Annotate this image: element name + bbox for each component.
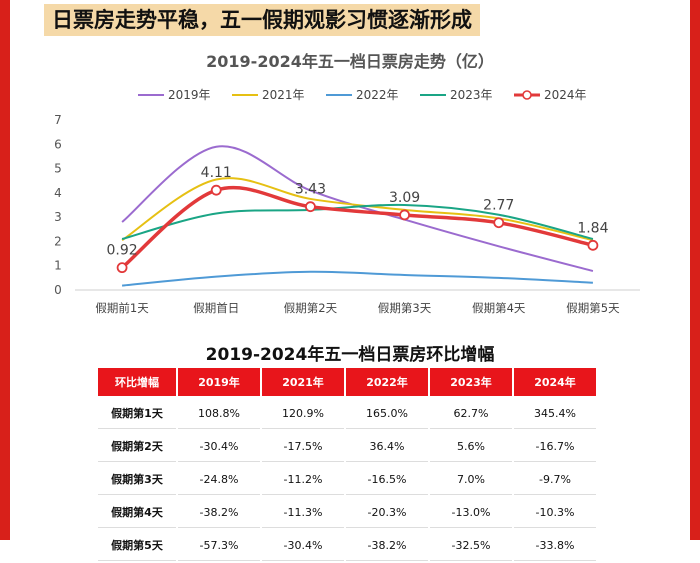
table-cell: -32.5% (430, 530, 512, 561)
table-cell: 108.8% (178, 398, 260, 429)
x-tick-label: 假期首日 (193, 301, 239, 315)
headline: 日票房走势平稳，五一假期观影习惯逐渐形成 (44, 4, 480, 36)
y-tick-label: 4 (54, 186, 62, 200)
series-lines (120, 145, 594, 287)
legend-marker (522, 90, 532, 100)
x-tick-label: 假期第5天 (566, 301, 620, 315)
data-label: 2.77 (483, 198, 514, 214)
row-label: 假期第5天 (98, 530, 176, 561)
y-tick-label: 5 (54, 162, 62, 176)
series-line-2019年 (121, 145, 594, 273)
chart-title: 2019-2024年五一档日票房走势（亿） (206, 52, 494, 71)
series-line-2022年 (121, 270, 593, 287)
table-cell: -16.5% (346, 464, 428, 495)
table-cell: 120.9% (262, 398, 344, 429)
table-cell: -20.3% (346, 497, 428, 528)
table-cell: 345.4% (514, 398, 596, 429)
table-title: 2019-2024年五一档日票房环比增幅 (205, 345, 495, 365)
y-tick-label: 0 (54, 283, 62, 297)
data-point (587, 239, 599, 251)
legend-label: 2022年 (356, 88, 399, 102)
y-tick-label: 7 (54, 113, 62, 127)
header-cell: 2021年 (262, 368, 344, 396)
table-cell: -33.8% (514, 530, 596, 561)
row-label: 假期第1天 (98, 398, 176, 429)
data-point (210, 184, 222, 196)
data-point (399, 209, 410, 221)
table-cell: -9.7% (514, 464, 596, 495)
table-cell: 36.4% (346, 431, 428, 462)
table-cell: -38.2% (178, 497, 260, 528)
y-tick-label: 6 (54, 137, 62, 151)
y-tick-label: 2 (54, 234, 62, 248)
data-point (116, 262, 128, 274)
y-tick-label: 1 (54, 259, 62, 273)
series-line-2021年 (121, 177, 594, 242)
legend-label: 2024年 (544, 88, 587, 102)
row-label: 假期第2天 (98, 431, 176, 462)
header-cell: 2024年 (514, 368, 596, 396)
table-cell: 165.0% (346, 398, 428, 429)
table-cell: -24.8% (178, 464, 260, 495)
legend-label: 2019年 (168, 88, 211, 102)
table-row: 假期第4天 -38.2% -11.3% -20.3% -13.0% -10.3% (98, 497, 596, 528)
row-label: 假期第4天 (98, 497, 176, 528)
table-cell: -11.2% (262, 464, 344, 495)
header-cell: 环比增幅 (98, 368, 176, 396)
x-tick-label: 假期第4天 (472, 301, 526, 315)
table-cell: 7.0% (430, 464, 512, 495)
legend-label: 2021年 (262, 88, 305, 102)
data-label: 3.43 (295, 182, 326, 198)
table-cell: -57.3% (178, 530, 260, 561)
data-point (305, 201, 316, 213)
series-line-2023年 (121, 203, 594, 240)
data-label: 0.92 (106, 243, 137, 259)
row-label: 假期第3天 (98, 464, 176, 495)
table-cell: -11.3% (262, 497, 344, 528)
chart-legend: 2019年 2021年 2022年 2023年 2024年 (138, 88, 587, 102)
table-cell: -10.3% (514, 497, 596, 528)
table-cell: -13.0% (430, 497, 512, 528)
table-row: 假期第5天 -57.3% -30.4% -38.2% -32.5% -33.8% (98, 530, 596, 561)
table-cell: 5.6% (430, 431, 512, 462)
table-cell: -17.5% (262, 431, 344, 462)
y-tick-label: 3 (54, 210, 62, 224)
table-cell: -30.4% (262, 530, 344, 561)
data-label: 3.09 (389, 190, 420, 206)
line-chart: 2019年 2021年 2022年 2023年 2024年 0 1 2 3 4 5 6 7 假期前1天… (54, 88, 640, 315)
table-cell: -38.2% (346, 530, 428, 561)
series-markers: 0.92 4.11 3.43 3.09 2.77 1.84 (106, 165, 609, 274)
table-cell: 62.7% (430, 398, 512, 429)
table-row: 假期第2天 -30.4% -17.5% 36.4% 5.6% -16.7% (98, 431, 596, 462)
data-label: 1.84 (577, 220, 608, 236)
x-tick-label: 假期第2天 (284, 301, 338, 315)
series-line-2024年 (120, 185, 594, 270)
table-row: 假期第1天 108.8% 120.9% 165.0% 62.7% 345.4% (98, 398, 596, 429)
table-row: 假期第3天 -24.8% -11.2% -16.5% 7.0% -9.7% (98, 464, 596, 495)
table-header-row: 环比增幅 2019年 2021年 2022年 2023年 2024年 (98, 368, 596, 396)
header-cell: 2022年 (346, 368, 428, 396)
growth-table: 环比增幅 2019年 2021年 2022年 2023年 2024年 假期第1天… (96, 366, 598, 563)
x-tick-label: 假期第3天 (378, 301, 432, 315)
legend-label: 2023年 (450, 88, 493, 102)
table-cell: -16.7% (514, 431, 596, 462)
data-point (493, 217, 505, 229)
x-tick-label: 假期前1天 (95, 301, 149, 315)
y-axis: 0 1 2 3 4 5 6 7 (54, 113, 62, 297)
table-cell: -30.4% (178, 431, 260, 462)
header-cell: 2019年 (178, 368, 260, 396)
x-axis: 假期前1天 假期首日 假期第2天 假期第3天 假期第4天 假期第5天 (75, 289, 640, 315)
data-label: 4.11 (201, 165, 232, 181)
header-cell: 2023年 (430, 368, 512, 396)
